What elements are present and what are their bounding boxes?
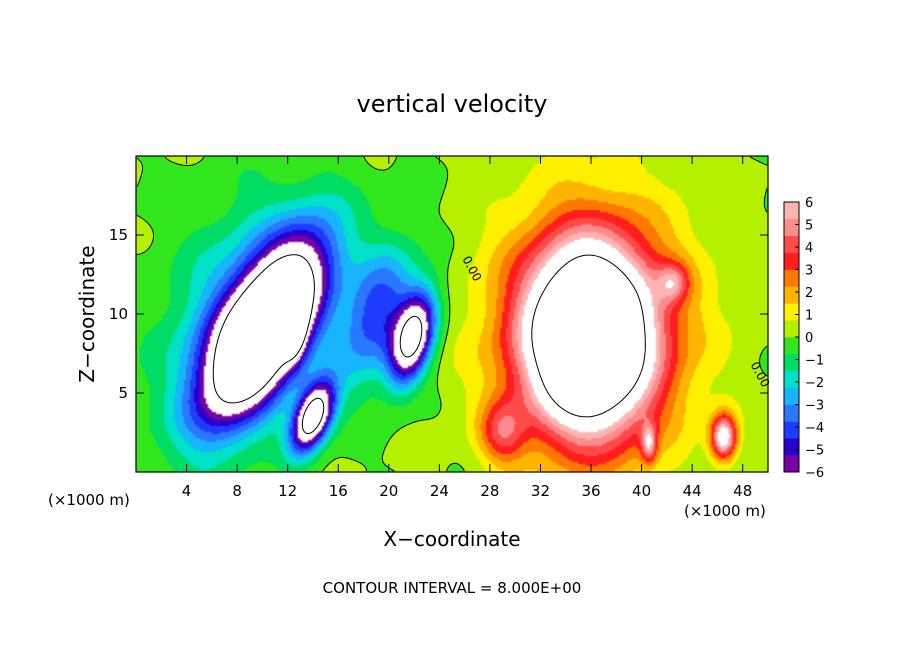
colorbar-label: 4 <box>805 241 813 256</box>
x-tick-label: 32 <box>531 482 550 500</box>
colorbar-swatch <box>784 286 799 304</box>
y-tick-label: 15 <box>109 226 128 244</box>
colorbar-swatch <box>784 438 799 456</box>
x-axis-label: X−coordinate <box>383 527 520 551</box>
x-tick-label: 36 <box>581 482 600 500</box>
x-unit-right: (×1000 m) <box>684 502 766 520</box>
colorbar-label: −2 <box>805 376 824 391</box>
colorbar-swatch <box>784 370 799 388</box>
colorbar-swatch <box>784 269 799 287</box>
x-unit-left: (×1000 m) <box>48 491 130 509</box>
y-tick-label: 5 <box>118 384 128 402</box>
colorbar-swatch <box>784 455 799 473</box>
y-axis-ticks: 5 10 15 <box>109 226 768 402</box>
x-tick-label: 4 <box>182 482 192 500</box>
colorbar-swatch <box>784 218 799 237</box>
colorbar-label: 0 <box>805 331 813 346</box>
colorbar-label: 1 <box>805 309 813 324</box>
x-tick-label: 28 <box>480 482 499 500</box>
x-tick-label: 20 <box>379 482 398 500</box>
x-axis-ticks: 4 8 12 16 20 24 28 32 36 40 44 48 <box>182 156 752 500</box>
colorbar-swatch <box>784 252 799 270</box>
plot-area: 0.000.00 <box>135 155 773 473</box>
y-axis-label: Z−coordinate <box>75 245 99 382</box>
x-tick-label: 8 <box>232 482 242 500</box>
colorbar-label: 2 <box>805 286 813 301</box>
colorbar-label: −5 <box>805 444 824 459</box>
colorbar-label: 3 <box>805 264 813 279</box>
colorbar-swatch <box>784 202 799 220</box>
x-tick-label: 24 <box>430 482 449 500</box>
x-tick-label: 48 <box>733 482 752 500</box>
contour-zero <box>136 156 768 472</box>
colorbar-swatch <box>784 320 799 338</box>
chart-title: vertical velocity <box>357 90 548 118</box>
y-tick-label: 10 <box>109 305 128 323</box>
colorbar-swatch <box>784 303 799 321</box>
x-tick-label: 12 <box>278 482 297 500</box>
colorbar-label: 5 <box>805 219 813 234</box>
contour-lines <box>136 156 768 472</box>
x-tick-label: 16 <box>329 482 348 500</box>
colorbar-swatch <box>784 387 799 405</box>
x-tick-label: 44 <box>683 482 702 500</box>
colorbar-swatch <box>784 353 799 372</box>
velocity-field-heatmap <box>136 156 768 472</box>
colorbar-label: −3 <box>805 399 824 414</box>
colorbar-swatch <box>784 421 799 439</box>
contour-positive <box>531 254 646 418</box>
contour-interval-note: CONTOUR INTERVAL = 8.000E+00 <box>323 579 582 597</box>
colorbar-label: −6 <box>805 466 824 481</box>
colorbar-swatch <box>784 337 799 355</box>
colorbar: 6 5 4 3 2 1 0 −1 −2 −3 −4 −5 −6 <box>783 196 824 481</box>
colorbar-label: 6 <box>805 196 813 211</box>
colorbar-label: −1 <box>805 354 824 369</box>
colorbar-swatch <box>784 235 799 253</box>
colorbar-swatch <box>784 404 799 422</box>
contour-negative <box>212 254 423 434</box>
colorbar-label: −4 <box>805 421 824 436</box>
x-tick-label: 40 <box>632 482 651 500</box>
